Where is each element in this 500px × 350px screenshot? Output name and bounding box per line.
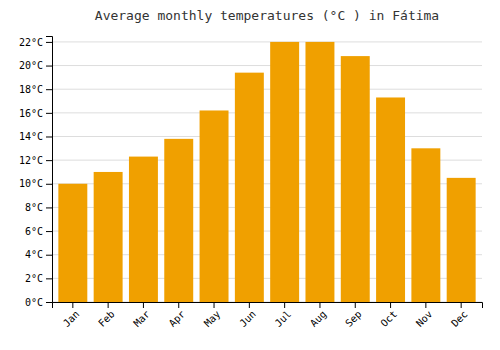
- x-tick-mark: [355, 302, 356, 308]
- y-tick-mark: [46, 231, 52, 232]
- x-tick-label: Jul: [273, 308, 294, 329]
- bar: [164, 139, 193, 302]
- x-tick: Sep: [343, 302, 364, 329]
- bar: [447, 178, 476, 302]
- grid-line: [52, 136, 482, 137]
- y-tick: 10°C: [19, 178, 52, 189]
- x-tick-label: Mar: [131, 308, 152, 329]
- y-axis-line: [46, 37, 53, 303]
- y-tick-label: 10°C: [19, 178, 43, 189]
- x-tick-label: Apr: [167, 308, 188, 329]
- y-tick-label: 2°C: [25, 273, 43, 284]
- x-tick-label: Nov: [414, 308, 435, 329]
- grid-line: [52, 65, 482, 66]
- y-tick-label: 14°C: [19, 131, 43, 142]
- x-axis: Jan Feb Mar Apr May Jun Jul Aug Sep Oct Nov Dec: [53, 302, 483, 329]
- x-tick: Mar: [131, 302, 152, 329]
- x-tick-label: Feb: [96, 308, 117, 329]
- y-tick-label: 6°C: [25, 226, 43, 237]
- y-tick-label: 16°C: [19, 108, 43, 119]
- bar: [376, 97, 405, 302]
- x-axis-line: [53, 303, 483, 309]
- y-tick: 18°C: [19, 84, 52, 95]
- x-tick: May: [202, 302, 223, 329]
- x-tick-mark: [425, 302, 426, 308]
- bar: [58, 184, 87, 302]
- y-tick: 14°C: [19, 131, 52, 142]
- y-tick: 4°C: [25, 249, 52, 260]
- y-tick-mark: [46, 184, 52, 185]
- y-tick: 20°C: [19, 60, 52, 71]
- x-tick: Jan: [61, 302, 82, 329]
- x-tick-mark: [143, 302, 144, 308]
- bar: [200, 110, 229, 302]
- x-tick: Feb: [96, 302, 117, 329]
- x-tick-mark: [72, 302, 73, 308]
- x-tick: Jul: [273, 302, 294, 329]
- bar: [94, 172, 123, 302]
- grid: [52, 42, 482, 302]
- x-tick-label: Jun: [237, 308, 258, 329]
- y-tick-mark: [46, 42, 52, 43]
- y-tick: 2°C: [25, 273, 52, 284]
- x-tick-label: May: [202, 308, 223, 329]
- y-tick: 6°C: [25, 226, 52, 237]
- y-tick: 8°C: [25, 202, 52, 213]
- x-tick-label: Oct: [378, 308, 399, 329]
- bar: [305, 42, 334, 302]
- bar: [411, 148, 440, 302]
- y-tick: 12°C: [19, 155, 52, 166]
- x-tick: Aug: [308, 302, 329, 329]
- x-tick: Oct: [378, 302, 399, 329]
- y-tick-mark: [46, 113, 52, 114]
- x-tick-label: Sep: [343, 308, 364, 329]
- y-tick-mark: [46, 89, 52, 90]
- x-tick-label: Dec: [449, 308, 470, 329]
- x-tick-mark: [461, 302, 462, 308]
- y-tick-label: 20°C: [19, 60, 43, 71]
- x-tick-mark: [108, 302, 109, 308]
- x-tick-mark: [249, 302, 250, 308]
- x-tick-mark: [319, 302, 320, 308]
- x-tick: Nov: [414, 302, 435, 329]
- y-tick-mark: [46, 207, 52, 208]
- grid-line: [52, 112, 482, 113]
- bar: [341, 56, 370, 302]
- y-axis: 0°C 2°C 4°C 6°C 8°C 10°C 12°C 14°C 16°C 18°C 20°C 2…: [19, 37, 53, 308]
- y-tick: 16°C: [19, 108, 52, 119]
- bar: [270, 42, 299, 302]
- grid-line: [52, 41, 482, 42]
- grid-line: [52, 89, 482, 90]
- y-tick-label: 18°C: [19, 84, 43, 95]
- plot: 0°C 2°C 4°C 6°C 8°C 10°C 12°C 14°C 16°C 18°C 20°C 2…: [19, 37, 483, 329]
- title: Average monthly temperatures (°C ) in Fá…: [95, 8, 439, 23]
- x-tick: Apr: [167, 302, 188, 329]
- y-tick-label: 12°C: [19, 155, 43, 166]
- x-tick-label: Aug: [308, 308, 329, 329]
- y-tick-label: 4°C: [25, 249, 43, 260]
- bar: [129, 157, 158, 302]
- y-tick-mark: [46, 278, 52, 279]
- marks: [58, 42, 475, 302]
- y-tick-label: 22°C: [19, 37, 43, 48]
- y-tick-mark: [46, 255, 52, 256]
- x-tick-mark: [284, 302, 285, 308]
- x-tick-mark: [214, 302, 215, 308]
- y-tick: 0°C: [25, 297, 52, 308]
- y-tick-mark: [46, 160, 52, 161]
- x-tick: Jun: [237, 302, 258, 329]
- y-tick-label: 8°C: [25, 202, 43, 213]
- x-tick: Dec: [449, 302, 470, 329]
- bar: [235, 73, 264, 302]
- y-tick-label: 0°C: [25, 297, 43, 308]
- x-tick-label: Jan: [61, 308, 82, 329]
- chart: 0°C 2°C 4°C 6°C 8°C 10°C 12°C 14°C 16°C 18°C 20°C 2…: [0, 0, 500, 350]
- y-tick-mark: [46, 136, 52, 137]
- x-tick-mark: [178, 302, 179, 308]
- y-tick-mark: [46, 302, 52, 303]
- x-tick-mark: [390, 302, 391, 308]
- y-tick: 22°C: [19, 37, 52, 48]
- y-tick-mark: [46, 66, 52, 67]
